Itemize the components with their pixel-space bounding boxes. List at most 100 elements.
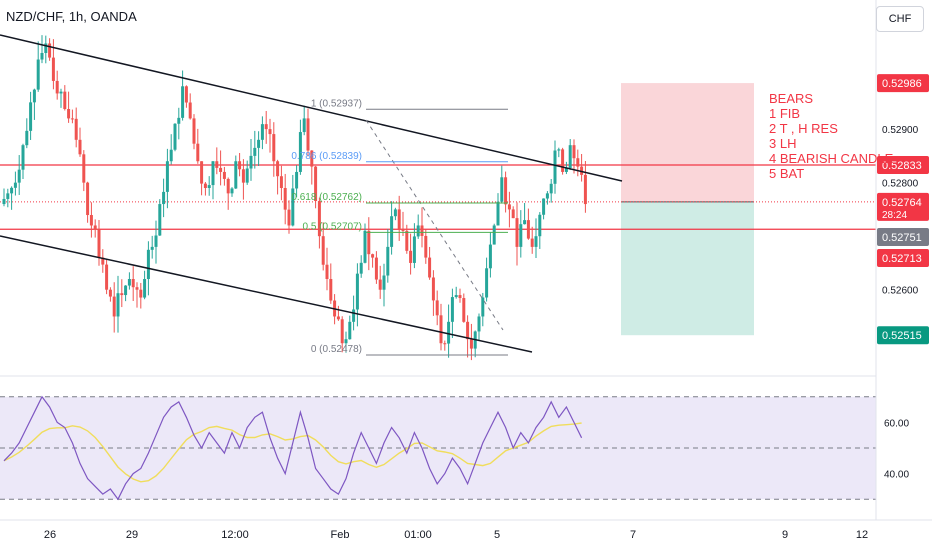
candle-body [276, 161, 280, 177]
candle [504, 171, 508, 213]
candle-body [32, 89, 36, 103]
candle-body [428, 257, 432, 278]
candle [542, 198, 546, 220]
candle [553, 140, 557, 194]
candle-body [86, 182, 90, 216]
candle [576, 149, 580, 177]
candle-body [416, 225, 420, 237]
annotation-line: 3 LH [769, 136, 796, 151]
rsi-ma-line [3, 422, 582, 483]
fib-label: 0.786 (0.52839) [291, 151, 362, 162]
candle-body [6, 193, 10, 199]
fib-trend-line[interactable] [365, 119, 504, 331]
candle-body [538, 214, 542, 237]
time-tick-label: 26 [44, 529, 56, 541]
candle-body [17, 169, 21, 183]
candle [211, 161, 215, 200]
candle-body [462, 298, 466, 322]
candle-body [583, 174, 587, 205]
candle-body [314, 166, 318, 201]
candle [314, 165, 318, 209]
candle-body [143, 279, 147, 298]
candle [150, 235, 154, 259]
candle [469, 323, 473, 361]
candle-body [108, 289, 112, 297]
fib-label: 0 (0.52478) [311, 344, 362, 355]
candle-body [268, 129, 272, 135]
candle [412, 223, 416, 269]
candle-body [40, 52, 44, 60]
candle-body [542, 198, 546, 215]
candle-body [112, 296, 116, 317]
candle-body [97, 229, 101, 258]
candle-body [458, 295, 462, 299]
price-tag [877, 228, 929, 246]
candle [203, 181, 207, 196]
candle [431, 270, 435, 316]
candle-body [158, 204, 162, 236]
candle-body [120, 293, 124, 296]
rsi-pane[interactable] [0, 395, 876, 501]
candle [416, 214, 420, 239]
time-tick-label: 01:00 [404, 529, 432, 541]
candle [420, 207, 424, 248]
candle-body [325, 264, 329, 279]
candle-body [131, 279, 135, 288]
candle [143, 270, 147, 300]
candle [450, 288, 454, 339]
candle [124, 285, 128, 302]
candle [386, 229, 390, 283]
channel-lower-line[interactable] [0, 235, 533, 353]
candle-body [154, 235, 158, 247]
candle [496, 193, 500, 226]
candle-body [21, 145, 25, 170]
candle [572, 139, 576, 174]
candle-body [283, 188, 287, 210]
candle-body [70, 118, 74, 120]
candle-body [211, 161, 215, 186]
candle [492, 223, 496, 245]
price-tag-label: 0.52764 [882, 197, 922, 209]
candle [443, 340, 447, 351]
candle [245, 160, 249, 185]
candle [545, 191, 549, 205]
candle [139, 282, 143, 309]
fib-label: 0.5 (0.52707) [303, 221, 363, 232]
candle [215, 147, 219, 175]
candle [2, 188, 6, 207]
candle-body [48, 43, 52, 58]
candle [534, 218, 538, 259]
candle-body [557, 149, 561, 151]
candle [48, 38, 52, 61]
candle-body [435, 300, 439, 316]
candle [568, 139, 572, 170]
candle [177, 107, 181, 140]
candle [108, 287, 112, 302]
price-pane[interactable] [0, 34, 876, 361]
annotation-line: BEARS [769, 91, 813, 106]
candle-body [530, 238, 534, 247]
rsi-axis[interactable]: 60.00 40.00 [884, 418, 909, 480]
candle [485, 257, 489, 302]
candle-body [329, 279, 333, 301]
candle [200, 161, 204, 196]
candle [196, 128, 200, 164]
candle [10, 186, 14, 210]
currency-button[interactable]: CHF [876, 6, 924, 32]
candle-body [378, 279, 382, 290]
time-axis[interactable]: 26 29 12:00 Feb 01:00 5 7 9 12 [44, 529, 868, 541]
candle [116, 275, 120, 333]
candle [74, 107, 78, 148]
candle-body [234, 161, 238, 189]
candle [439, 303, 443, 351]
candle-body [241, 169, 245, 183]
candle-body [447, 321, 451, 344]
candle [393, 207, 397, 221]
candle-body [74, 118, 78, 140]
candle-body [576, 158, 580, 167]
channel-upper-line[interactable] [0, 34, 623, 182]
fib-label: 1 (0.52937) [311, 98, 362, 109]
candle [241, 159, 245, 200]
candle-body [553, 150, 557, 184]
